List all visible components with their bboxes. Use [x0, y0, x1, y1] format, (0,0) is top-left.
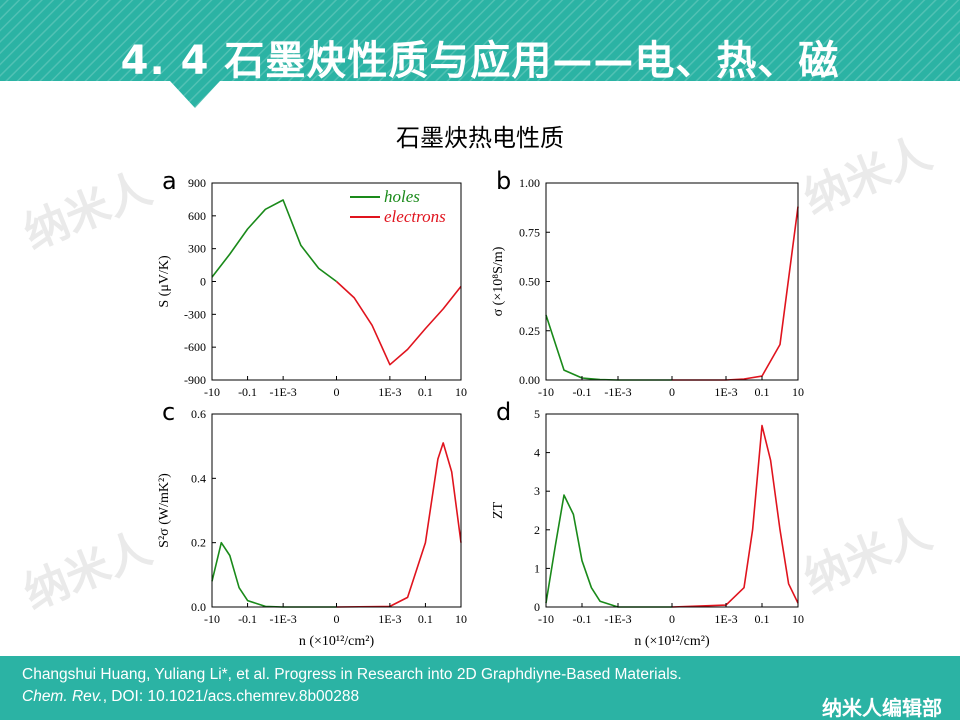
y-tick-label: -900	[184, 373, 206, 387]
x-tick-label: 0.1	[418, 612, 433, 626]
x-tick-label: -1E-3	[269, 385, 296, 399]
panel-letter: a	[162, 167, 177, 195]
y-tick-label: 0.50	[519, 275, 540, 289]
y-tick-label: 300	[188, 242, 206, 256]
x-tick-label: 0	[334, 612, 340, 626]
x-tick-label: 0.1	[418, 385, 433, 399]
x-tick-label: 10	[455, 612, 467, 626]
legend-label-electrons: electrons	[384, 207, 446, 226]
x-tick-label: -0.1	[573, 612, 592, 626]
legend-label-holes: holes	[384, 187, 420, 206]
chart-subtitle: 石墨炔热电性质	[396, 124, 564, 152]
series-holes	[545, 314, 672, 381]
x-tick-label: 1E-3	[714, 612, 737, 626]
x-tick-label: -1E-3	[604, 612, 631, 626]
panel-b: b -10 -0.1 -1E-3 0 1E-3 0.1 10 0.00 0.25 0.50 0.75 1…	[491, 167, 804, 399]
x-tick-label: 1E-3	[714, 385, 737, 399]
y-tick-label: 0.4	[191, 471, 206, 485]
header-banner: 4. 4 石墨炔性质与应用——电、热、磁	[0, 0, 960, 108]
y-axis-label: ZT	[491, 502, 506, 520]
x-axis-label: n (×10¹²/cm²)	[299, 634, 375, 649]
y-tick-label: 0.25	[519, 324, 540, 338]
y-axis-label: S (μV/K)	[157, 255, 172, 308]
series-electrons	[335, 280, 462, 366]
y-tick-label: 0	[534, 600, 540, 614]
footer-bar: Changshui Huang, Yuliang Li*, et al. Pro…	[0, 656, 960, 720]
y-tick-label: 4	[534, 446, 540, 460]
y-axis-label: σ (×10⁸S/m)	[491, 246, 506, 316]
editor-credit: 纳米人编辑部	[822, 696, 942, 720]
series-holes	[211, 541, 337, 608]
x-tick-label: -0.1	[238, 612, 257, 626]
panel-letter: d	[496, 398, 511, 426]
plot-frame	[211, 413, 462, 608]
series-electrons	[672, 206, 799, 381]
y-tick-label: 600	[188, 209, 206, 223]
slide-title: 4. 4 石墨炔性质与应用——电、热、磁	[120, 38, 840, 84]
citation-line-2: Chem. Rev., DOI: 10.1021/acs.chemrev.8b0…	[22, 686, 682, 708]
journal-name: Chem. Rev.	[22, 688, 103, 705]
series-electrons	[336, 442, 462, 608]
y-tick-label: 0.2	[191, 536, 206, 550]
y-tick-label: 2	[534, 523, 540, 537]
series-holes	[211, 199, 337, 283]
panel-letter: c	[162, 398, 175, 426]
x-tick-label: 0	[669, 612, 675, 626]
x-tick-label: -10	[538, 385, 554, 399]
x-tick-label: -10	[204, 385, 220, 399]
citation: Changshui Huang, Yuliang Li*, et al. Pro…	[22, 664, 682, 708]
y-tick-label: 0.6	[191, 407, 206, 421]
x-tick-label: -1E-3	[604, 385, 631, 399]
x-tick-label: 1E-3	[378, 385, 401, 399]
y-tick-label: 1	[534, 561, 540, 575]
panel-letter: b	[496, 167, 511, 195]
x-tick-label: 0.1	[755, 385, 770, 399]
citation-line-1: Changshui Huang, Yuliang Li*, et al. Pro…	[22, 666, 682, 683]
y-axis-label: S²σ (W/mK²)	[157, 473, 172, 548]
x-tick-label: 10	[792, 612, 804, 626]
x-tick-label: 0.1	[755, 612, 770, 626]
y-tick-label: 0.00	[519, 373, 540, 387]
header-background	[0, 0, 960, 108]
plot-frame	[545, 182, 799, 381]
panel-a: a -10 -0.1 -1E-3 0 1E-3 0.1 10 -900 -600 -300 0 300 6…	[157, 167, 467, 399]
x-tick-label: -1E-3	[269, 612, 296, 626]
x-axis-label: n (×10¹²/cm²)	[634, 634, 710, 649]
y-tick-label: -600	[184, 340, 206, 354]
series-electrons	[671, 424, 799, 608]
y-tick-label: 0	[200, 275, 206, 289]
x-tick-label: -0.1	[573, 385, 592, 399]
x-tick-label: 0	[669, 385, 675, 399]
y-tick-label: 5	[534, 407, 540, 421]
x-tick-label: -10	[204, 612, 220, 626]
thermoelectric-charts: a-10 -0.1 -1E-3 0 1E-3 0.1 10-900-600-30003006…	[157, 167, 804, 649]
doi-text: , DOI: 10.1021/acs.chemrev.8b00288	[102, 688, 360, 705]
x-tick-label: 10	[455, 385, 467, 399]
panel-c: c -10 -0.1 -1E-3 0 1E-3 0.1 10 0.0 0.2 0.4 0.6 S²σ (…	[157, 398, 467, 649]
y-tick-label: 3	[534, 484, 540, 498]
x-tick-label: 0	[334, 385, 340, 399]
y-tick-label: 0.75	[519, 225, 540, 239]
x-tick-label: 1E-3	[378, 612, 401, 626]
y-tick-label: -300	[184, 307, 206, 321]
y-tick-label: 900	[188, 176, 206, 190]
x-tick-label: 10	[792, 385, 804, 399]
x-tick-label: -0.1	[238, 385, 257, 399]
series-holes	[545, 494, 672, 608]
x-tick-label: -10	[538, 612, 554, 626]
panel-d: d -10 -0.1 -1E-3 0 1E-3 0.1 10 0 1 2 3 4 5 ZT n (×10¹²/…	[491, 398, 804, 649]
y-tick-label: 1.00	[519, 176, 540, 190]
y-tick-label: 0.0	[191, 600, 206, 614]
